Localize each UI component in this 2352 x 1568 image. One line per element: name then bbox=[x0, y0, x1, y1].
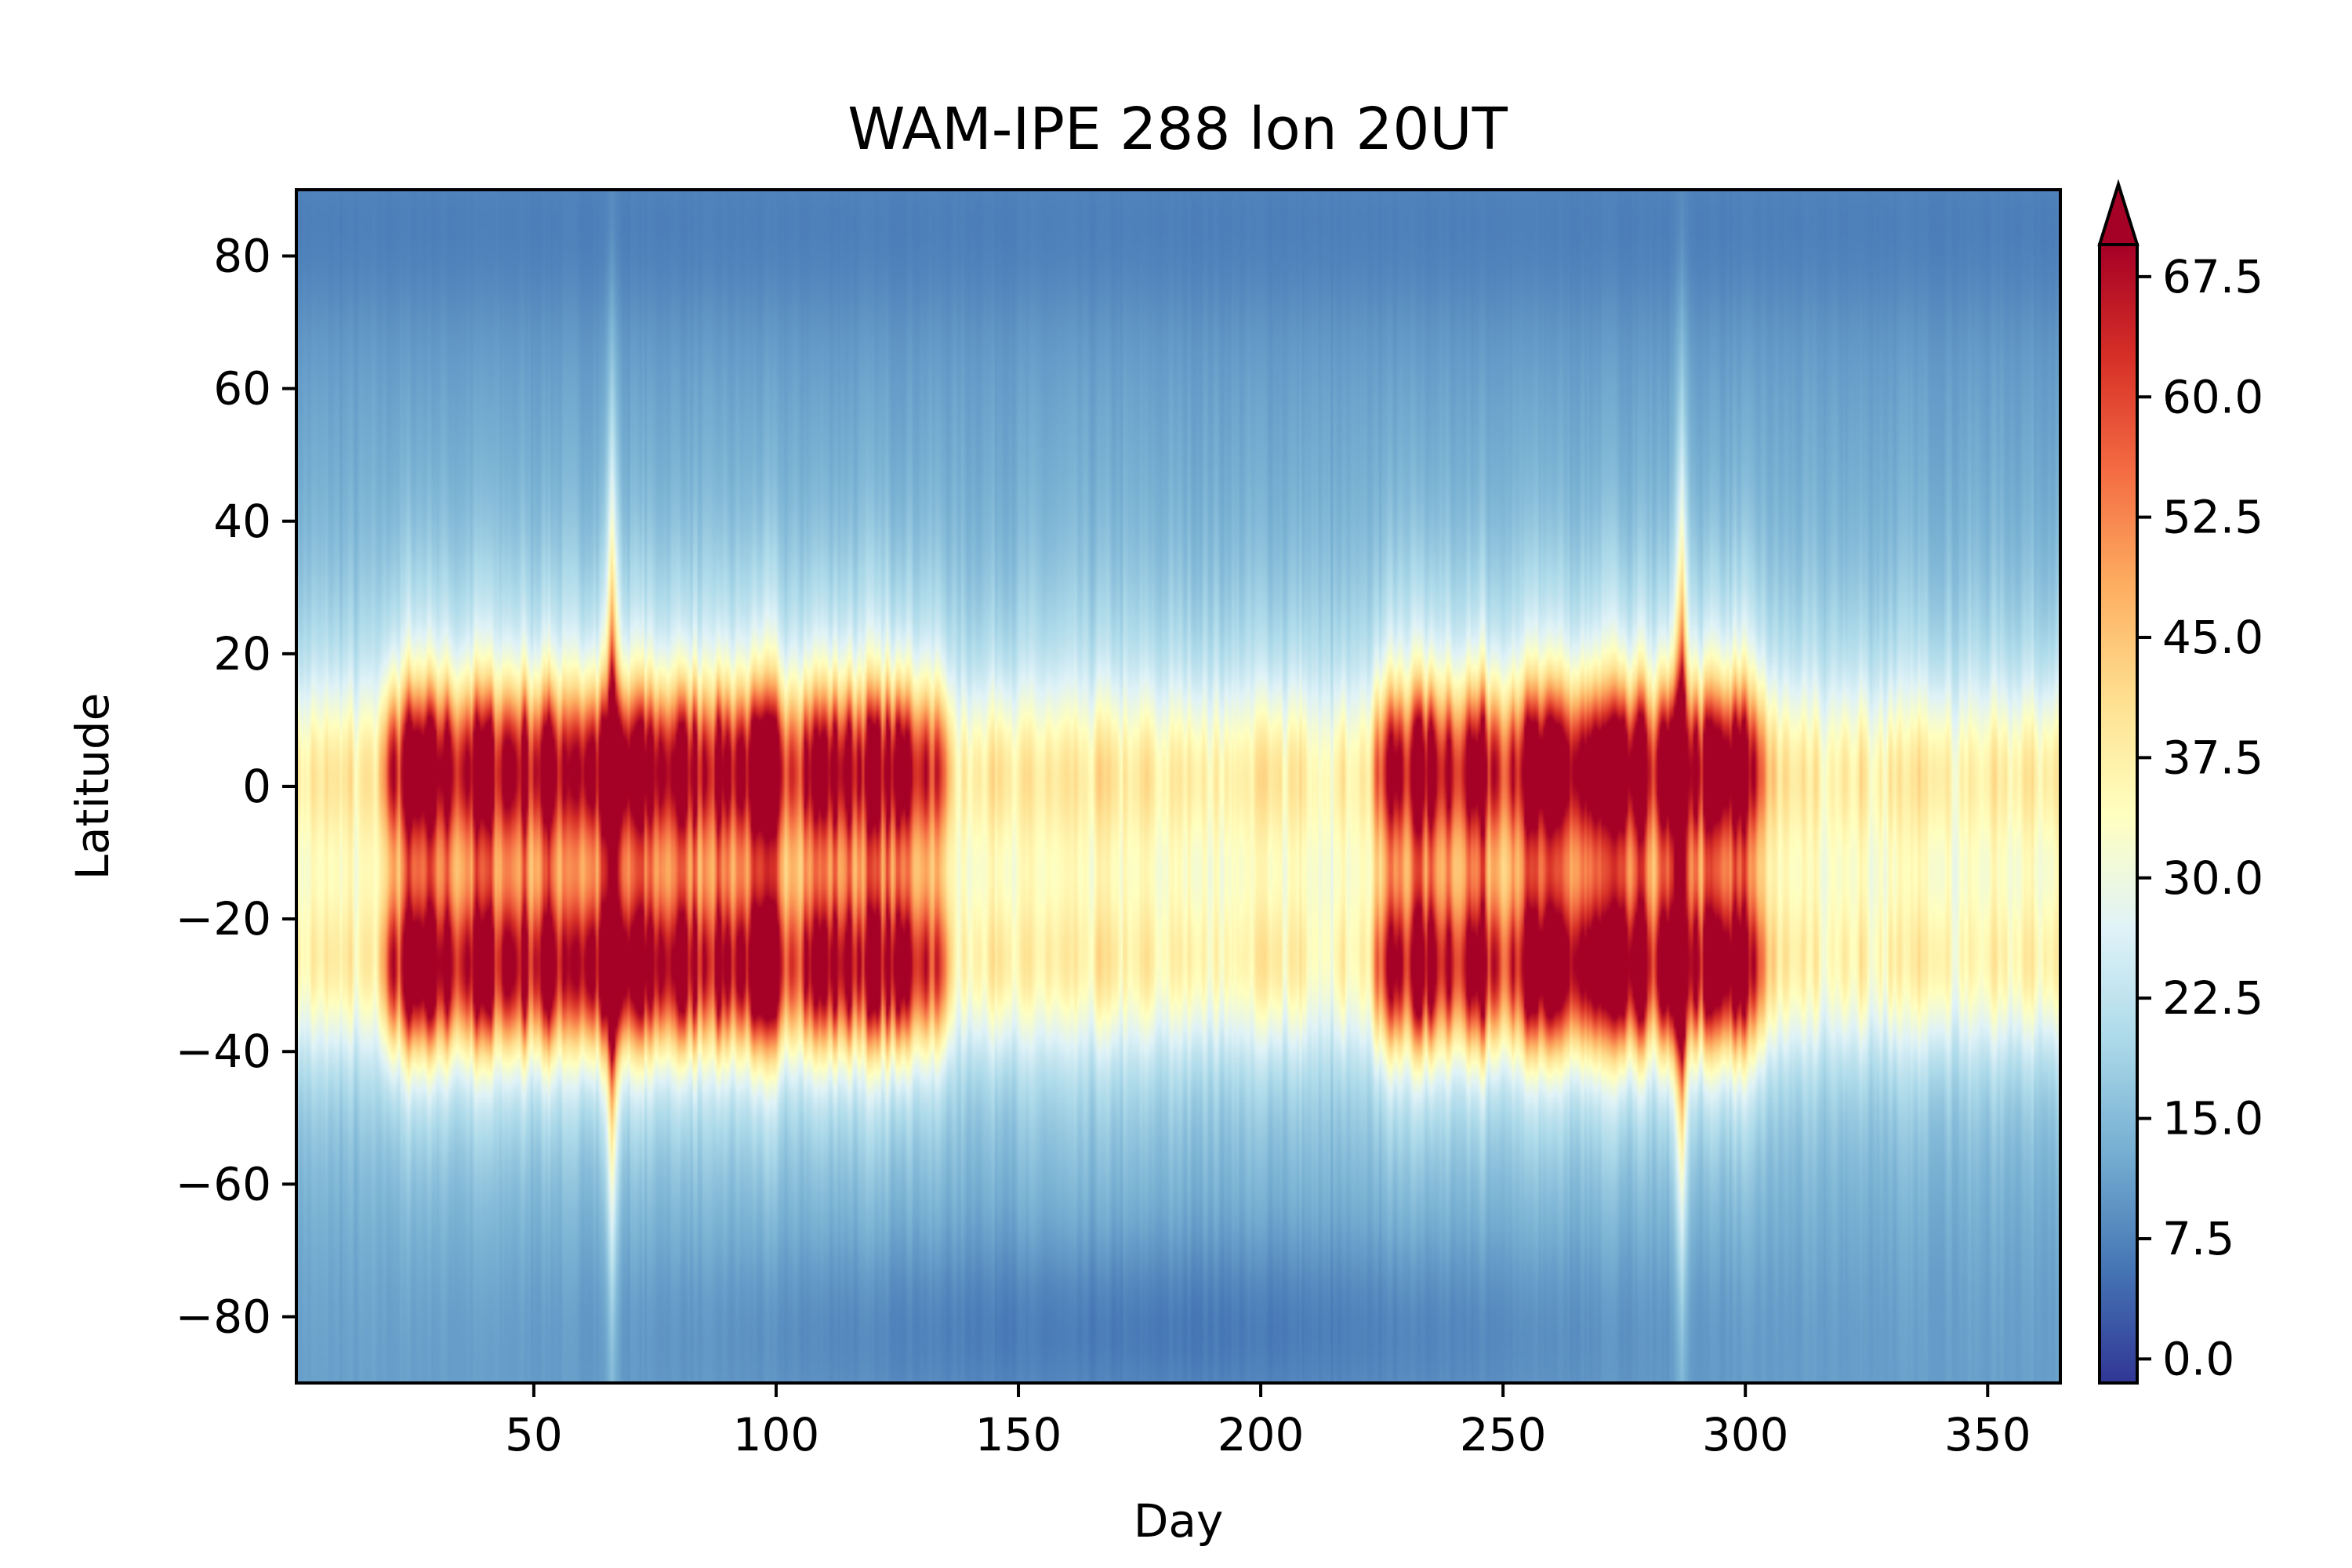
y-tick-label: −80 bbox=[176, 1290, 271, 1343]
y-axis-label: Latitude bbox=[66, 693, 119, 880]
x-axis: 50 100 150 200 250 300 350 bbox=[505, 1383, 2031, 1461]
y-tick-label: 80 bbox=[213, 230, 271, 283]
y-tick-label: −60 bbox=[176, 1157, 271, 1210]
y-tick-label: −20 bbox=[176, 892, 271, 946]
colorbar-tick-label: 37.5 bbox=[2162, 731, 2263, 784]
colorbar-tick-label: 0.0 bbox=[2162, 1332, 2234, 1385]
heatmap-canvas bbox=[296, 190, 2060, 1383]
x-tick-label: 250 bbox=[1460, 1408, 1547, 1461]
colorbar-tick-label: 22.5 bbox=[2162, 971, 2263, 1025]
x-tick-label: 150 bbox=[975, 1408, 1062, 1461]
colorbar-tick-label: 52.5 bbox=[2162, 491, 2263, 544]
colorbar-tick-label: 67.5 bbox=[2162, 250, 2263, 303]
y-tick-label: 60 bbox=[213, 362, 271, 416]
x-axis-label: Day bbox=[1134, 1494, 1224, 1548]
y-tick-label: 20 bbox=[213, 627, 271, 681]
x-tick-label: 200 bbox=[1218, 1408, 1305, 1461]
colorbar-tick-label: 7.5 bbox=[2162, 1212, 2234, 1265]
colorbar-ticks: 0.0 7.5 15.0 22.5 30.0 37.5 45.0 52.5 60.0 67.5 bbox=[2137, 250, 2263, 1385]
y-axis: 80 60 40 20 0 −20 −40 −60 −80 bbox=[176, 230, 296, 1343]
y-tick-label: −40 bbox=[176, 1025, 271, 1078]
colorbar: 0.0 7.5 15.0 22.5 30.0 37.5 45.0 52.5 60.0 67.5 bbox=[2097, 179, 2263, 1385]
colorbar-tick-label: 15.0 bbox=[2162, 1092, 2263, 1145]
y-tick-label: 40 bbox=[213, 495, 271, 548]
y-tick-label: 0 bbox=[242, 760, 271, 813]
colorbar-tick-label: 60.0 bbox=[2162, 370, 2263, 423]
x-tick-label: 50 bbox=[505, 1408, 563, 1461]
x-tick-label: 100 bbox=[733, 1408, 820, 1461]
x-tick-label: 350 bbox=[1944, 1408, 2031, 1461]
colorbar-gradient bbox=[2098, 243, 2139, 1385]
colorbar-tick-label: 30.0 bbox=[2162, 851, 2263, 905]
plot-area bbox=[295, 188, 2062, 1385]
chart-title: WAM-IPE 288 lon 20UT bbox=[848, 96, 1508, 163]
x-tick-label: 300 bbox=[1702, 1408, 1789, 1461]
colorbar-extend-arrow bbox=[2097, 179, 2140, 246]
colorbar-tick-label: 45.0 bbox=[2162, 611, 2263, 664]
